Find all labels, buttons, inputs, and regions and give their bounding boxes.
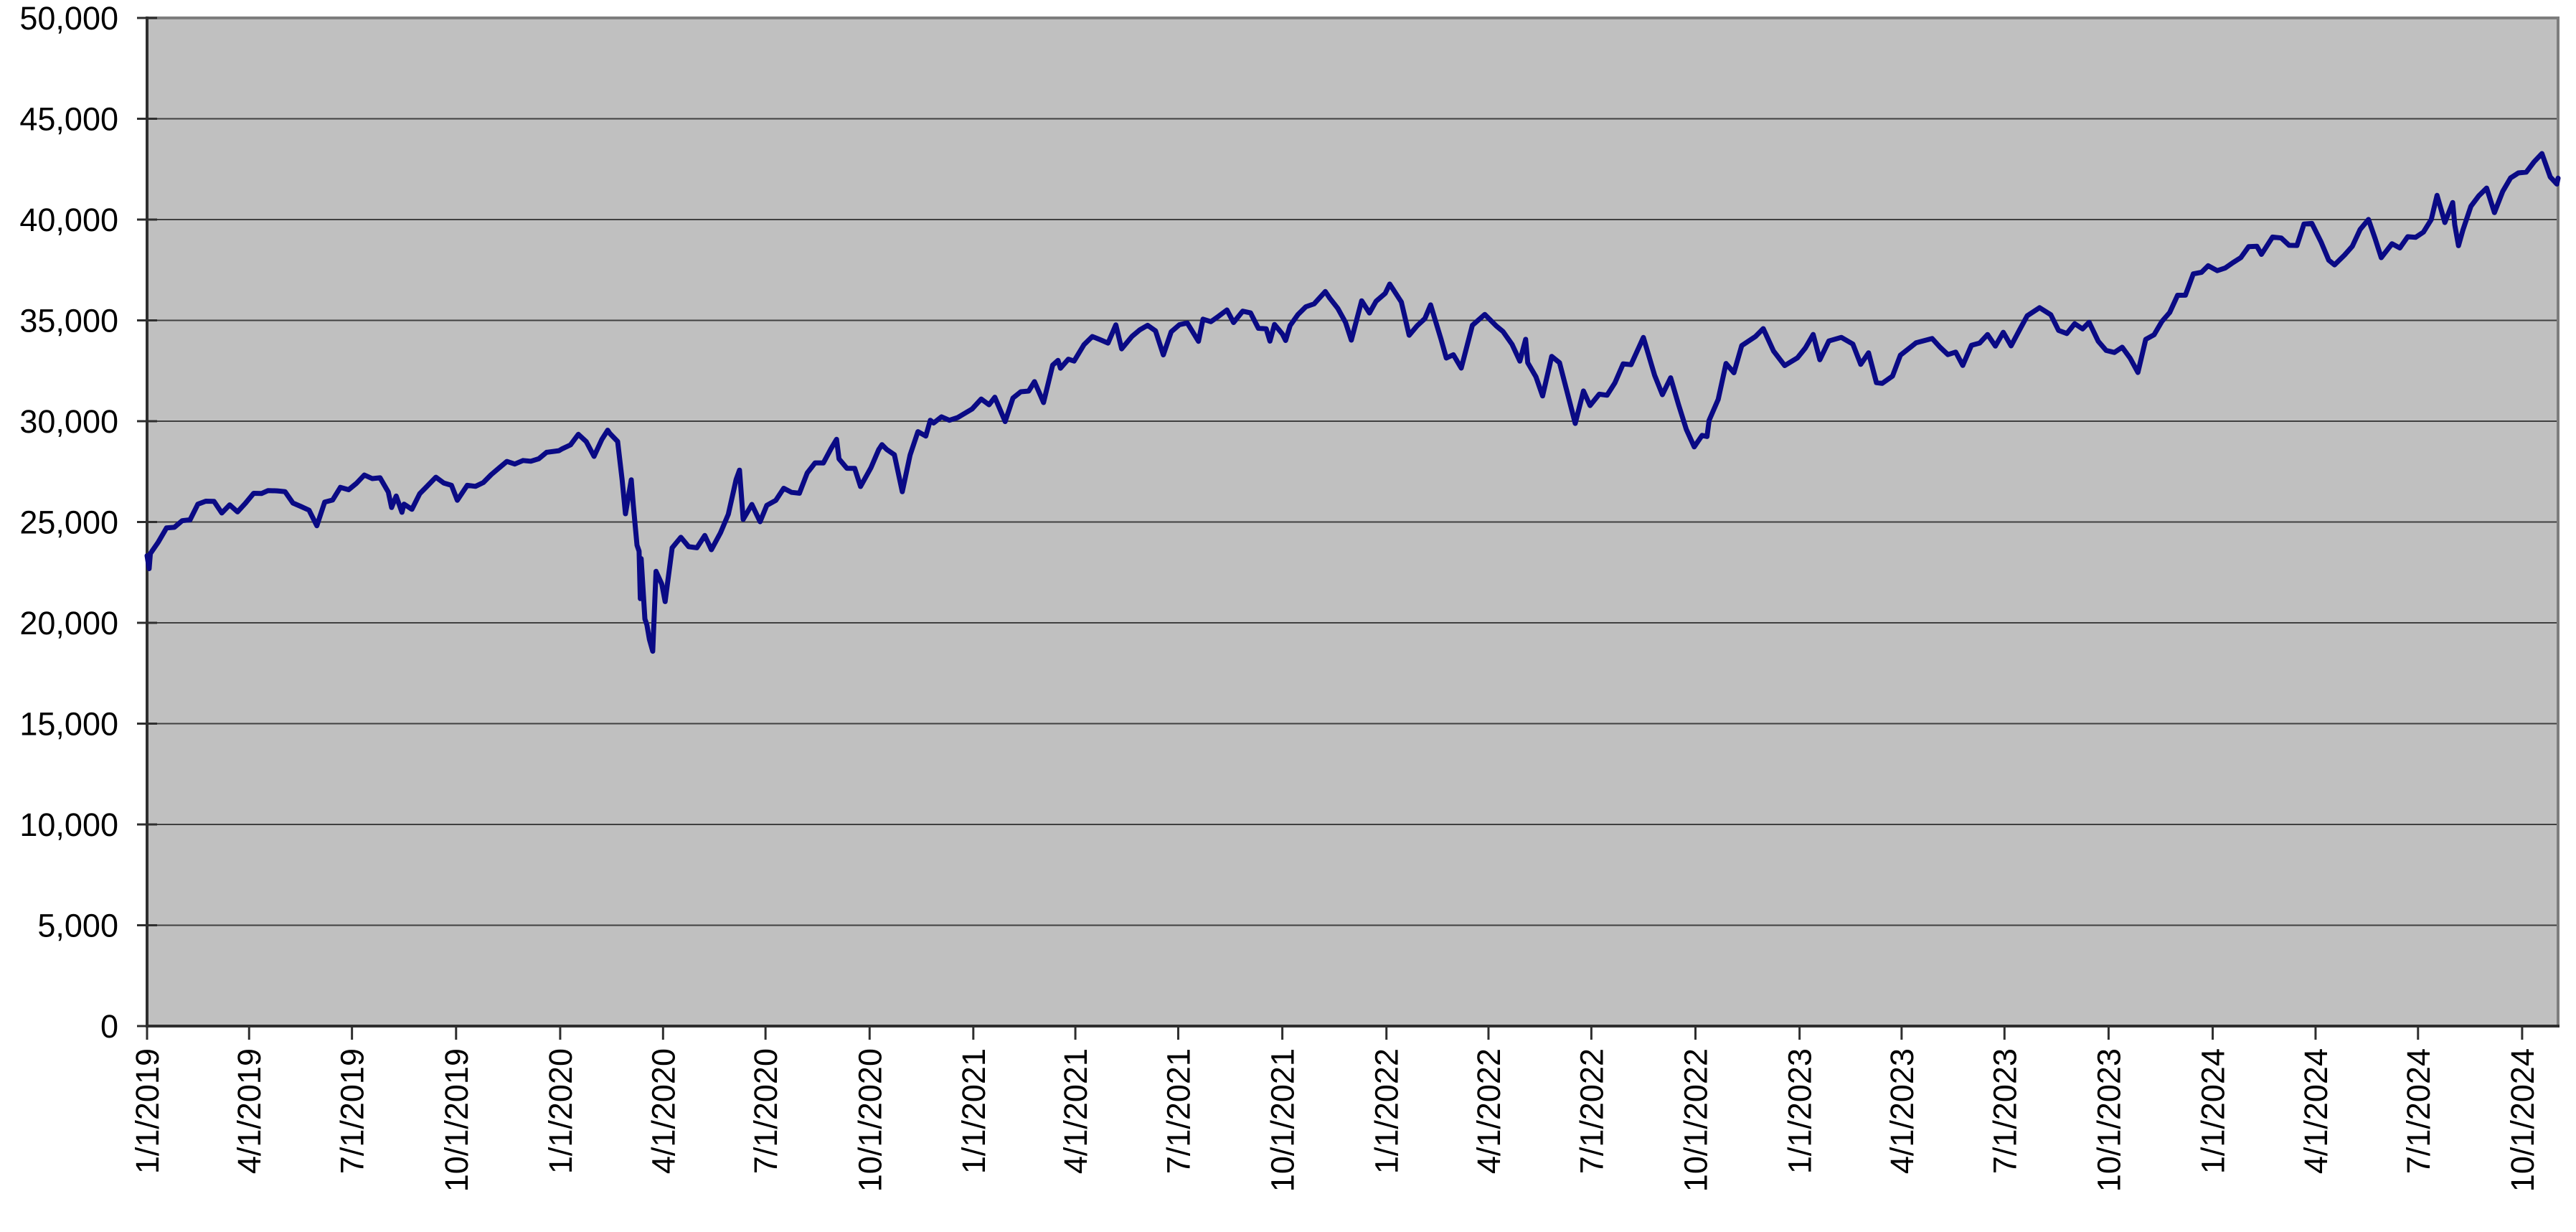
x-axis-tick-label: 4/1/2024 (2298, 1048, 2334, 1174)
x-axis-tick-label: 1/1/2023 (1782, 1048, 1818, 1174)
x-axis-tick-label: 1/1/2022 (1369, 1048, 1405, 1174)
price-line-series (144, 151, 2561, 654)
y-axis-tick-label: 35,000 (19, 303, 118, 339)
x-axis-tick-label: 1/1/2024 (2195, 1048, 2232, 1174)
x-axis-tick-label: 4/1/2020 (645, 1048, 681, 1174)
x-axis-tick-label: 4/1/2022 (1471, 1048, 1507, 1174)
y-axis-tick-label: 5,000 (37, 908, 118, 944)
y-axis-tick-label: 25,000 (19, 504, 118, 541)
x-axis-tick-label: 7/1/2020 (747, 1048, 784, 1174)
x-axis-tick-label: 10/1/2021 (1265, 1048, 1301, 1192)
y-axis-tick-label: 20,000 (19, 605, 118, 641)
x-axis-tick-label: 10/1/2023 (2090, 1048, 2127, 1192)
x-axis-tick-label: 4/1/2019 (231, 1048, 268, 1174)
x-axis-tick-label: 10/1/2022 (1678, 1048, 1714, 1192)
x-axis-tick-label: 4/1/2021 (1057, 1048, 1094, 1174)
y-axis-tick-label: 10,000 (19, 807, 118, 843)
y-axis-tick-label: 30,000 (19, 403, 118, 440)
x-axis-tick-label: 10/1/2019 (438, 1048, 475, 1192)
x-axis-tick-label: 10/1/2020 (851, 1048, 888, 1192)
y-axis-tick-label: 0 (100, 1008, 118, 1045)
x-axis-tick-label: 1/1/2019 (129, 1048, 166, 1174)
x-axis-tick-label: 4/1/2023 (1884, 1048, 1920, 1174)
x-axis-tick-label: 7/1/2019 (334, 1048, 371, 1174)
x-axis-tick-label: 7/1/2021 (1160, 1048, 1197, 1174)
x-axis-tick-label: 10/1/2024 (2504, 1048, 2541, 1192)
x-axis-tick-label: 1/1/2021 (956, 1048, 992, 1174)
y-axis-tick-label: 50,000 (19, 0, 118, 37)
x-axis-tick-label: 7/1/2024 (2400, 1048, 2437, 1174)
x-axis-tick-label: 7/1/2023 (1986, 1048, 2023, 1174)
y-axis-tick-label: 40,000 (19, 202, 118, 238)
y-axis-tick-label: 45,000 (19, 101, 118, 138)
y-axis-tick-label: 15,000 (19, 706, 118, 743)
x-axis-tick-label: 7/1/2022 (1573, 1048, 1610, 1174)
x-axis-tick-label: 1/1/2020 (542, 1048, 579, 1174)
